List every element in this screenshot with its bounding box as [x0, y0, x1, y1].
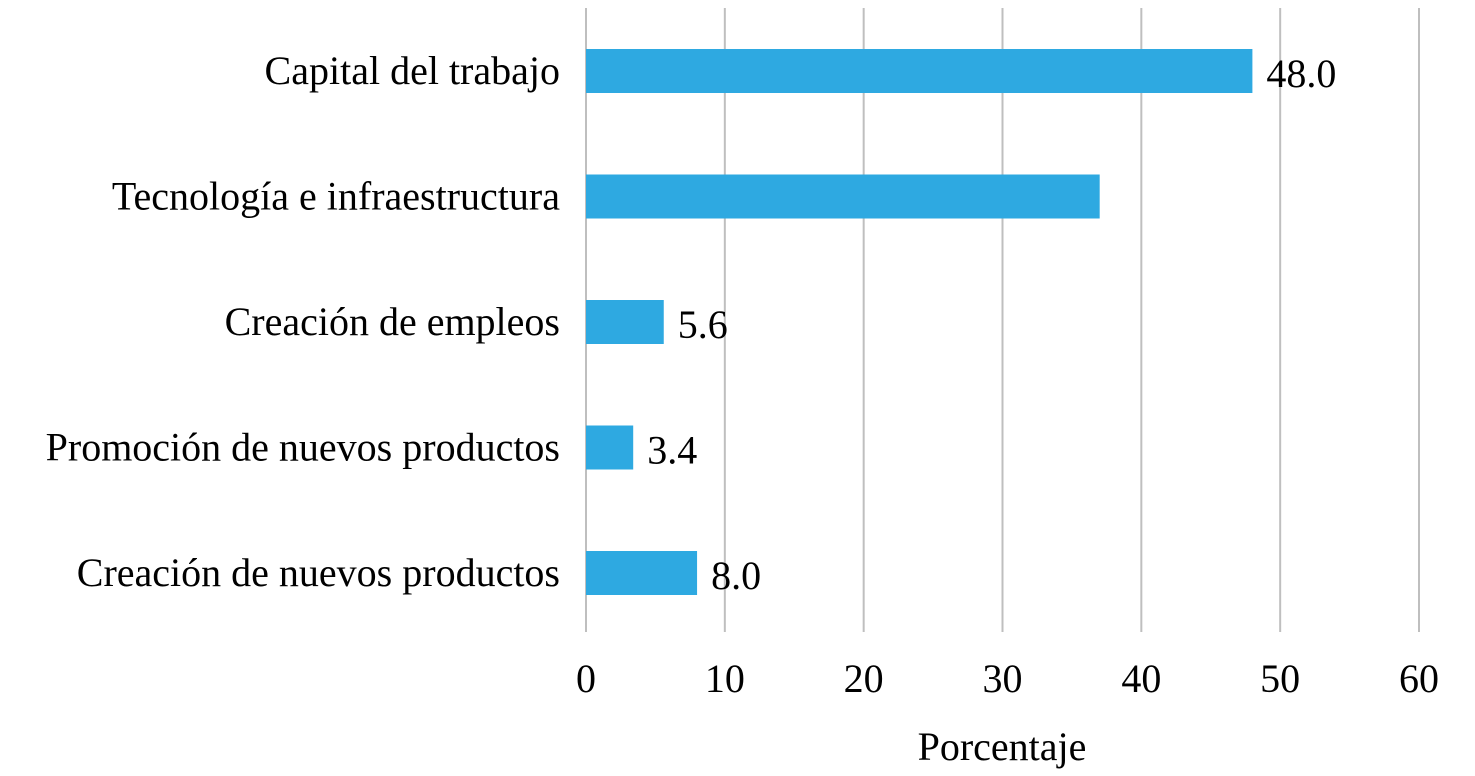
- data-labels: 48.0 5.6 3.4 8.0: [647, 51, 1336, 598]
- category-label: Capital del trabajo: [265, 48, 560, 93]
- x-axis-title: Porcentaje: [918, 724, 1087, 769]
- bars: [586, 49, 1253, 595]
- category-label: Creación de nuevos productos: [77, 550, 560, 595]
- data-label: 48.0: [1266, 51, 1336, 96]
- x-tick-label: 30: [983, 656, 1023, 701]
- data-label: 5.6: [678, 302, 728, 347]
- x-tick-label: 60: [1399, 656, 1439, 701]
- x-tick-labels: 0 10 20 30 40 50 60: [576, 656, 1439, 701]
- category-label: Tecnología e infraestructura: [112, 174, 560, 219]
- category-label: Promoción de nuevos productos: [46, 425, 560, 470]
- x-tick-label: 50: [1260, 656, 1300, 701]
- x-tick-label: 40: [1121, 656, 1161, 701]
- gridlines: [585, 8, 1420, 632]
- category-label: Creación de empleos: [225, 299, 560, 344]
- data-label: 3.4: [647, 428, 697, 473]
- bar: [586, 300, 664, 344]
- x-tick-label: 0: [576, 656, 596, 701]
- bar: [586, 425, 634, 470]
- bar: [586, 174, 1100, 219]
- category-labels: Capital del trabajo Tecnología e infraest…: [46, 48, 561, 595]
- x-tick-label: 20: [844, 656, 884, 701]
- x-tick-label: 10: [705, 656, 745, 701]
- bar: [586, 551, 698, 595]
- bar: [586, 49, 1253, 93]
- data-label: 8.0: [711, 553, 761, 598]
